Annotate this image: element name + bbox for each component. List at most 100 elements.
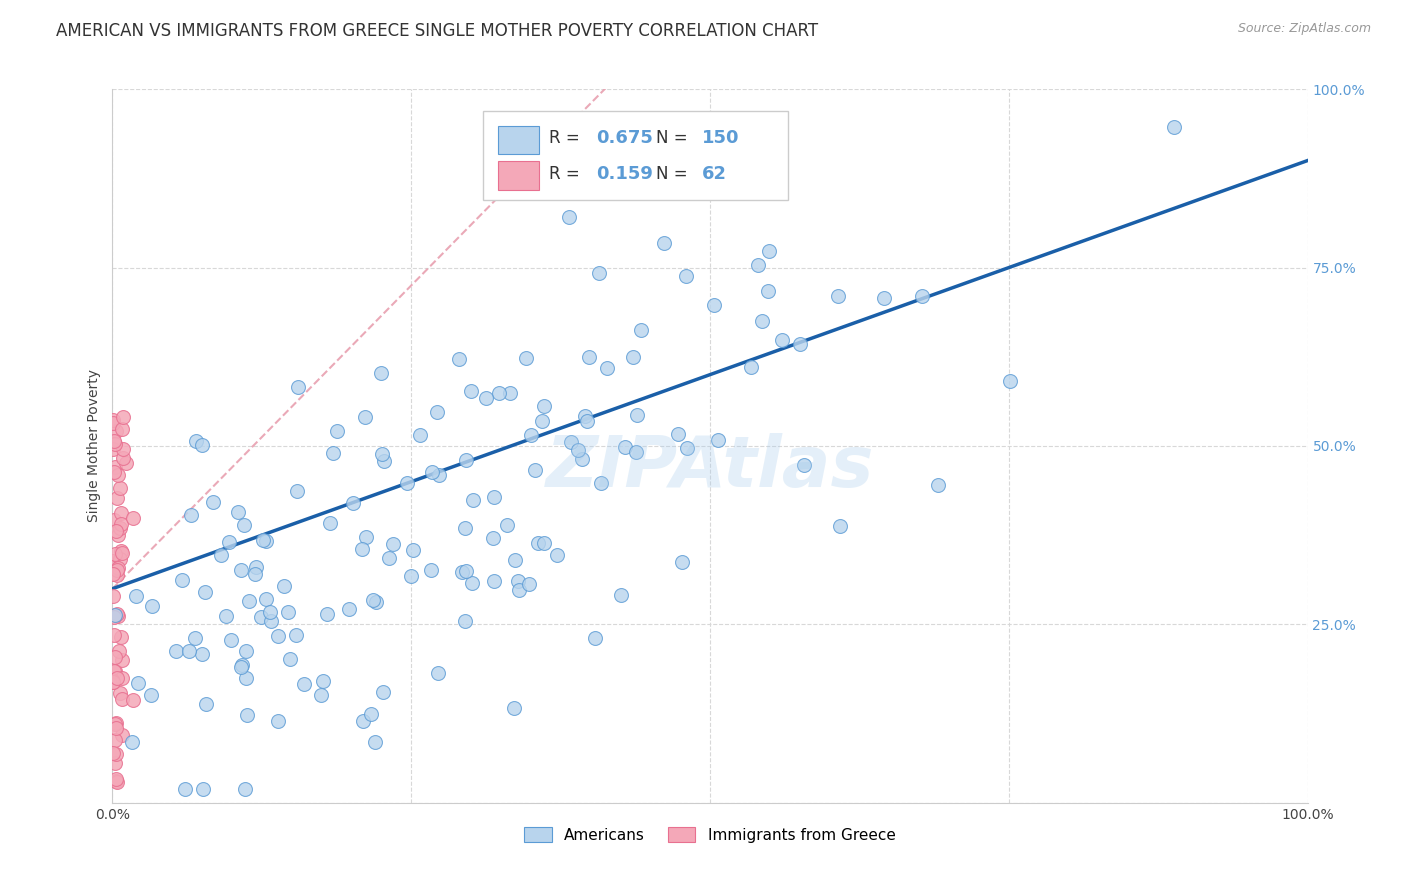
Point [353,410,375,425]
Point [361,592,384,607]
Point [101,746,124,760]
Point [460,384,482,398]
Point [574,409,596,423]
Text: R =: R = [548,165,585,183]
Point [103,674,125,689]
Point [193,781,215,796]
Point [105,607,128,622]
FancyBboxPatch shape [499,126,538,154]
Point [503,553,526,567]
Point [461,493,484,508]
Text: 150: 150 [702,129,740,147]
Point [107,643,129,657]
Point [363,735,385,749]
Point [104,747,127,762]
Point [356,530,378,544]
Point [533,399,555,413]
Point [233,781,256,796]
Point [508,574,530,588]
Point [107,609,129,624]
Text: N =: N = [657,129,693,147]
Point [103,609,125,624]
Point [482,491,505,505]
Point [231,657,253,672]
Point [103,554,125,568]
Point [482,531,505,545]
Point [111,691,134,706]
Point [103,513,125,527]
Point [111,728,134,742]
Point [107,528,129,542]
Point [350,541,373,556]
Point [454,520,477,534]
Point [420,465,443,479]
Point [104,607,127,622]
Point [603,173,626,187]
Point [461,576,484,591]
Point [319,516,342,530]
Point [276,606,298,620]
FancyBboxPatch shape [484,111,787,200]
Point [873,291,896,305]
Point [770,333,793,347]
Point [366,595,388,609]
Point [666,427,689,442]
Point [107,467,129,482]
Point [911,289,934,303]
Point [793,458,815,472]
Point [238,594,260,608]
Point [172,574,194,588]
Point [105,774,128,789]
Point [104,524,127,538]
Point [325,424,347,438]
Point [371,685,394,699]
Point [571,452,593,467]
FancyBboxPatch shape [499,161,538,190]
Point [259,605,281,619]
Point [233,518,256,533]
Point [378,551,401,566]
Point [676,442,699,456]
Point [322,446,344,460]
Point [610,588,633,602]
Point [454,614,477,628]
Point [108,686,131,700]
Point [101,442,124,457]
Point [508,582,530,597]
Point [215,609,238,624]
Point [104,460,127,475]
Point [201,495,224,509]
Point [675,269,697,284]
Point [519,577,541,591]
Point [141,599,163,614]
Point [195,698,218,712]
Point [287,380,309,394]
Point [103,465,125,479]
Point [165,644,187,658]
Point [927,478,949,492]
Point [624,445,647,459]
Point [105,716,128,731]
Point [399,568,422,582]
Point [533,536,555,550]
Point [266,629,288,643]
Point [193,585,215,599]
Point [312,674,335,689]
Point [456,564,478,578]
Point [104,721,127,735]
Point [108,481,131,495]
Point [110,552,132,566]
Text: R =: R = [548,129,585,147]
Point [360,707,382,722]
Point [252,533,274,548]
Point [373,454,395,468]
Point [828,519,851,533]
Point [827,289,849,303]
Point [626,408,648,422]
Point [235,644,257,658]
Point [751,314,773,328]
Point [337,602,360,616]
Point [588,266,610,280]
Point [998,374,1021,388]
Point [267,714,290,728]
